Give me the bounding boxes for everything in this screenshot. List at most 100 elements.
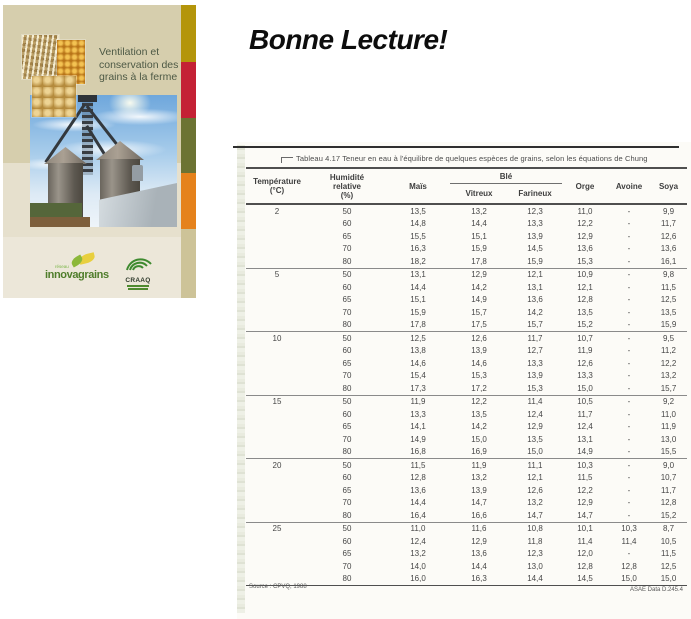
temperature-cell: 10 — [246, 331, 308, 345]
value-cell: 9,0 — [650, 458, 688, 472]
table-row: 10 50 12,5 12,6 11,7 10,7-9,5 — [246, 331, 688, 345]
value-cell: 13,6 — [527, 295, 543, 305]
value-cell: 11,5 — [386, 458, 450, 472]
value-cell: 12,1 — [527, 473, 543, 483]
value-cell: 15,0 — [471, 434, 487, 444]
value-cell: 70 — [342, 244, 352, 254]
temperature-cell — [246, 548, 308, 561]
temperature-cell — [246, 243, 308, 256]
table-row: 65 15,1 14,9 13,6 12,8 - 12,5 — [246, 294, 687, 307]
value-cell: 14,9 — [410, 434, 426, 444]
value-cell: 11,5 — [661, 282, 676, 292]
value-cell: - — [627, 371, 631, 381]
col-header-mais: Maïs — [386, 167, 450, 205]
value-cell: 11,7 — [661, 485, 676, 495]
value-cell: 15,9 — [410, 307, 426, 317]
value-cell: 14,9 — [471, 295, 487, 305]
value-cell: 14,4 — [508, 572, 563, 586]
value-cell: 14,2 — [527, 307, 543, 317]
value-cell: 13,9 — [471, 346, 487, 356]
value-cell: 11,4 — [508, 394, 563, 408]
innovagrains-logo: réseau innovagrains — [45, 252, 117, 292]
table-row: 65 15,5 15,1 13,9 12,9 - 12,6 — [246, 230, 687, 243]
value-cell: 13,8 — [410, 346, 426, 356]
value-cell: 12,6 — [527, 485, 543, 495]
value-cell: 60 — [342, 346, 352, 356]
innovagrains-logo-small-text: réseau — [55, 264, 69, 269]
grain-elevator-tower — [82, 97, 93, 175]
value-cell: 12,8 — [577, 561, 593, 571]
craaq-arcs-icon — [126, 258, 152, 271]
table-row: 25 50 11,0 11,6 10,8 10,1 10,3 8,7 — [246, 521, 688, 535]
value-cell: 65 — [342, 231, 352, 241]
value-cell: 12,3 — [508, 203, 563, 218]
value-cell: 80 — [342, 383, 352, 393]
value-cell: 12,4 — [577, 422, 593, 432]
value-cell: 11,1 — [508, 458, 563, 472]
value-cell: 11,5 — [661, 549, 676, 559]
temperature-cell — [246, 281, 308, 294]
col-header-temperature: Température (°C) — [246, 167, 308, 205]
value-cell: 14,4 — [410, 498, 426, 508]
value-cell: 15,7 — [527, 320, 543, 330]
value-cell: 11,9 — [386, 394, 450, 408]
value-cell: 11,9 — [661, 422, 676, 432]
value-cell: 60 — [342, 473, 352, 483]
table-row: 80 16,4 16,6 14,7 14,7 - 15,2 — [246, 509, 687, 522]
strip-tan — [181, 229, 196, 298]
value-cell: 50 — [308, 394, 386, 408]
value-cell: 12,9 — [450, 267, 508, 281]
table-row: 80 17,3 17,2 15,3 15,0 - 15,7 — [246, 382, 687, 395]
value-cell: 11,9 — [577, 346, 593, 356]
value-cell: 17,8 — [410, 320, 426, 330]
caption-bracket-icon — [281, 157, 293, 163]
table-row: 60 13,8 13,9 12,7 11,9 - 11,2 — [246, 345, 687, 358]
temperature-cell — [246, 230, 308, 243]
temperature-cell — [246, 357, 308, 370]
value-cell: - — [627, 485, 631, 495]
value-cell: 13,5 — [577, 307, 593, 317]
value-cell: 13,2 — [450, 203, 508, 218]
value-cell: 13,0 — [660, 434, 677, 444]
value-cell: 11,7 — [508, 331, 563, 345]
value-cell: 13,2 — [660, 371, 677, 381]
value-cell: 15,5 — [410, 231, 426, 241]
value-cell: - — [627, 549, 631, 559]
table-caption: Tableau 4.17 Teneur en eau à l'équilibre… — [296, 154, 648, 163]
value-cell: 9,9 — [650, 203, 688, 218]
col-header-ble: Blé — [450, 167, 563, 184]
value-cell: 14,2 — [471, 282, 487, 292]
temperature-cell — [246, 497, 308, 510]
innovagrains-logo-text: innovagrains — [45, 269, 109, 281]
value-cell: 16,4 — [410, 510, 426, 520]
value-cell: 13,2 — [527, 498, 543, 508]
value-cell: 12,8 — [621, 561, 637, 571]
field — [30, 203, 82, 219]
value-cell: 11,8 — [527, 536, 543, 546]
scan-top-rule — [233, 146, 679, 148]
value-cell: 12,2 — [577, 485, 593, 495]
value-cell: 10,3 — [562, 458, 609, 472]
value-cell: 14,4 — [471, 561, 487, 571]
col-header-soya: Soya — [650, 167, 688, 205]
strip-red — [181, 62, 196, 118]
value-cell: 17,8 — [471, 256, 487, 266]
value-cell: 50 — [308, 458, 386, 472]
value-cell: 14,7 — [471, 498, 487, 508]
value-cell: 15,0 — [527, 447, 543, 457]
value-cell: 13,2 — [410, 549, 426, 559]
value-cell: - — [627, 307, 631, 317]
table-row: 2 50 13,5 13,2 12,3 11,0-9,9 — [246, 203, 688, 218]
temperature-cell — [246, 433, 308, 446]
craaq-logo-text: CRAAQ — [125, 277, 151, 284]
value-cell: - — [627, 510, 631, 520]
value-cell: 10,1 — [562, 521, 609, 535]
value-cell: 65 — [342, 485, 352, 495]
table-header: Température (°C) Humidité relative (%) M… — [246, 167, 688, 205]
table-row: 70 14,0 14,4 13,0 12,8 12,8 12,5 — [246, 560, 687, 573]
table-row: 70 14,4 14,7 13,2 12,9 - 12,8 — [246, 497, 687, 510]
value-cell: - — [627, 498, 631, 508]
value-cell: 14,4 — [410, 282, 426, 292]
value-cell: - — [608, 331, 651, 345]
value-cell: 12,9 — [527, 422, 543, 432]
